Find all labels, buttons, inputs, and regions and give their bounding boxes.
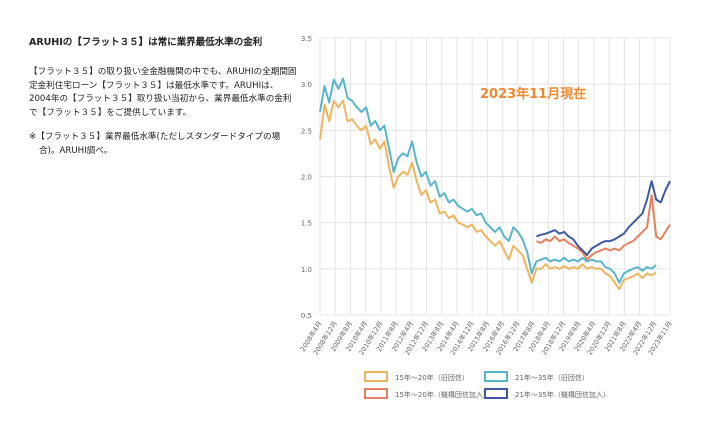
legend-label: 21年～35年（旧団信） [515, 373, 589, 382]
y-tick-label: 1.0 [301, 266, 312, 274]
series-line-1 [319, 99, 657, 291]
legend-swatch [484, 371, 508, 382]
y-tick-label: 0.5 [301, 312, 312, 320]
y-tick-label: 1.5 [301, 220, 312, 228]
footnote: ※【フラット３５】業界最低水準(ただしスタンダードタイプの場合)。ARUHI調べ… [29, 132, 281, 156]
series-line-4 [536, 180, 671, 256]
legend-swatch [364, 371, 388, 382]
rate-chart: 0.5 1.0 1.5 2.0 2.5 3.0 3.5 2008年4月 2008年12月 2009… [285, 28, 705, 428]
legend-label: 15年～20年（機構団信加入） [395, 390, 490, 399]
body-paragraph: 【フラット３５】の取り扱い全金融機関の中でも、ARUHIの全期間固定金利住宅ロー… [29, 67, 297, 118]
legend-label: 15年～20年（旧団信） [395, 373, 469, 382]
series-line-2 [319, 77, 657, 284]
legend-swatch [484, 388, 508, 399]
y-tick-label: 3.0 [301, 81, 312, 89]
legend-label: 21年～35年（機構団信加入） [515, 390, 610, 399]
description-panel: ARUHIの【フラット３５】は常に業界最低水準の金利 【フラット３５】の取り扱い… [29, 36, 299, 158]
y-tick-label: 2.5 [301, 127, 312, 135]
series-line-3 [536, 194, 671, 261]
rate-chart-svg: 0.51.01.52.02.53.03.52008年4月2008年12月2009… [298, 35, 674, 399]
y-tick-label: 2.0 [301, 174, 312, 182]
y-tick-label: 3.5 [301, 35, 312, 43]
headline: ARUHIの【フラット３５】は常に業界最低水準の金利 [29, 37, 263, 48]
legend-swatch [364, 388, 388, 399]
chart-annotation: 2023年11月現在 [480, 86, 586, 102]
